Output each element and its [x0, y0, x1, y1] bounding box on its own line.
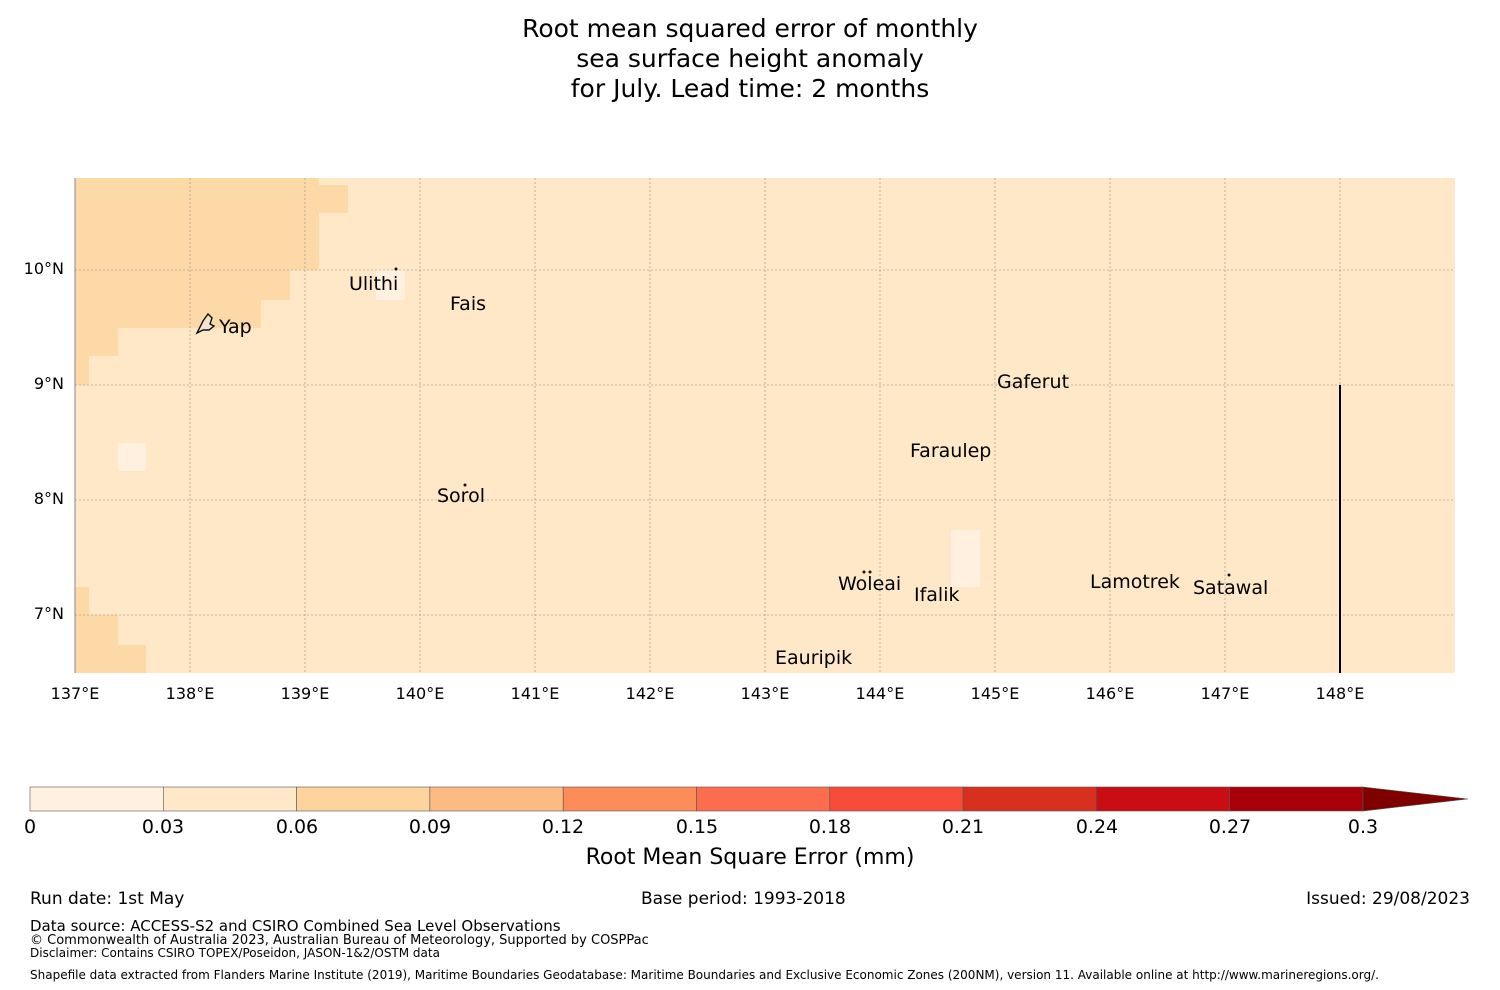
colorbar-tick: 0: [23, 816, 37, 838]
colorbar-tick: 0.21: [941, 816, 985, 838]
colorbar-swatch: [829, 786, 964, 812]
lon-tick-137e: 137°E: [50, 684, 100, 703]
lon-tick-138e: 138°E: [165, 684, 215, 703]
place-label-satawal: Satawal: [1193, 577, 1269, 599]
colorbar-extension-arrow: [1362, 786, 1469, 812]
lon-tick-142e: 142°E: [625, 684, 675, 703]
place-label-lamotrek: Lamotrek: [1090, 571, 1180, 593]
title-line-2: sea surface height anomaly: [576, 44, 924, 73]
colorbar-swatch: [429, 786, 564, 812]
colorbar-swatch: [296, 786, 431, 812]
place-label-sorol: Sorol: [437, 485, 485, 507]
colorbar-tick: 0.27: [1208, 816, 1252, 838]
lon-tick-145e: 145°E: [970, 684, 1020, 703]
colorbar-swatch: [1229, 786, 1364, 812]
colorbar-swatch: [696, 786, 831, 812]
place-label-ifalik: Ifalik: [914, 584, 960, 606]
colorbar: [29, 786, 1469, 812]
rmse-patches-high: [75, 178, 348, 673]
colorbar-tick: 0.09: [408, 816, 452, 838]
lon-tick-147e: 147°E: [1200, 684, 1250, 703]
lon-tick-148e: 148°E: [1315, 684, 1365, 703]
colorbar-swatch: [1096, 786, 1231, 812]
copyright: © Commonwealth of Australia 2023, Austra…: [30, 933, 649, 948]
place-label-eauripik: Eauripik: [775, 647, 853, 669]
colorbar-swatch: [29, 786, 164, 812]
title-line-3: for July. Lead time: 2 months: [570, 74, 930, 103]
place-label-faraulep: Faraulep: [910, 440, 992, 462]
data-source: Data source: ACCESS-S2 and CSIRO Combine…: [30, 917, 561, 935]
map-title: Root mean squared error of monthly sea s…: [0, 14, 1500, 104]
sorol-islet: [463, 483, 467, 487]
ulithi-islet: [394, 267, 398, 271]
lat-tick-7n: 7°N: [33, 604, 64, 623]
shapefile-credit: Shapefile data extracted from Flanders M…: [30, 968, 1379, 982]
lon-tick-139e: 139°E: [280, 684, 330, 703]
lat-tick-10n: 10°N: [23, 259, 64, 278]
colorbar-tick: 0.18: [808, 816, 852, 838]
rmse-patches-low: [118, 270, 980, 587]
satawal-islet: [1227, 573, 1231, 577]
colorbar-tick: 0.12: [541, 816, 585, 838]
disclaimer: Disclaimer: Contains CSIRO TOPEX/Poseido…: [30, 946, 440, 960]
lon-tick-141e: 141°E: [510, 684, 560, 703]
lon-tick-144e: 144°E: [855, 684, 905, 703]
woleai-islet-2: [868, 570, 872, 574]
graticule: [75, 178, 1455, 673]
colorbar-swatch: [962, 786, 1097, 812]
place-label-ulithi: Ulithi: [349, 273, 399, 295]
place-label-fais: Fais: [450, 293, 487, 315]
colorbar-title: Root Mean Square Error (mm): [585, 845, 915, 870]
colorbar-tick: 0.06: [275, 816, 319, 838]
colorbar-tick: 0.15: [675, 816, 719, 838]
title-line-1: Root mean squared error of monthly: [522, 14, 978, 43]
colorbar-tick: 0.24: [1075, 816, 1119, 838]
woleai-islet: [862, 570, 866, 574]
lon-tick-146e: 146°E: [1085, 684, 1135, 703]
place-label-gaferut: Gaferut: [997, 371, 1070, 393]
lat-tick-9n: 9°N: [33, 374, 64, 393]
place-label-woleai: Woleai: [838, 573, 902, 595]
colorbar-swatch: [562, 786, 697, 812]
place-label-yap: Yap: [219, 316, 252, 338]
colorbar-swatch: [163, 786, 297, 812]
lon-tick-143e: 143°E: [740, 684, 790, 703]
run-date: Run date: 1st May: [30, 889, 185, 909]
colorbar-tick: 0.03: [141, 816, 185, 838]
lat-tick-8n: 8°N: [33, 489, 64, 508]
island-shapes: [195, 267, 1231, 577]
base-period: Base period: 1993-2018: [641, 889, 846, 909]
issued-date: Issued: 29/08/2023: [1306, 889, 1470, 909]
yap-island-shape: [195, 312, 216, 335]
colorbar-tick: 0.3: [1347, 816, 1379, 838]
lon-tick-140e: 140°E: [395, 684, 445, 703]
